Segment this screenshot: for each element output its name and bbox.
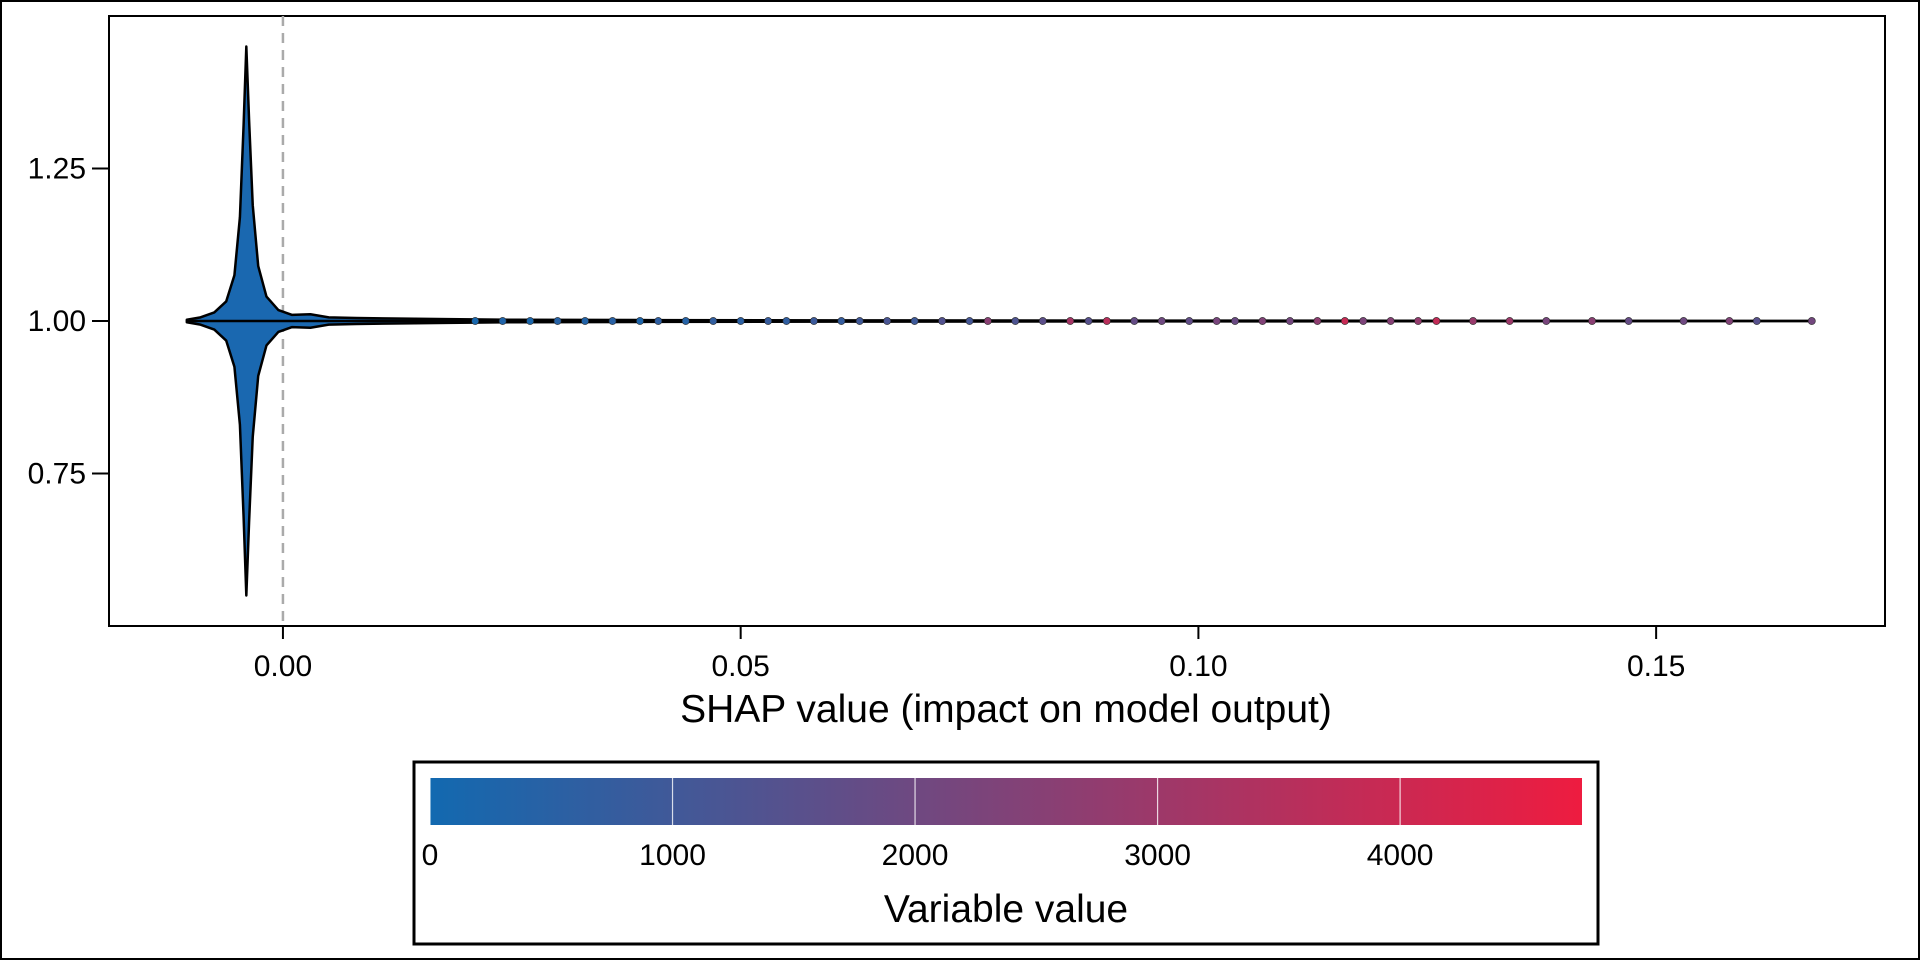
shap-point (1038, 317, 1047, 325)
shap-point (1212, 317, 1221, 325)
shap-point (1231, 317, 1239, 325)
shap-point (764, 317, 773, 325)
shap-point (1469, 317, 1477, 325)
shap-point (1157, 317, 1166, 325)
shap-point (1588, 317, 1596, 325)
shap-point (837, 317, 846, 325)
shap-point (1505, 317, 1514, 325)
shap-point (1432, 317, 1441, 325)
shap-point (581, 317, 589, 325)
y-tick-label: 0.75 (28, 458, 86, 491)
shap-point (1130, 317, 1139, 325)
shap-point (965, 317, 974, 325)
shap-point (1679, 317, 1688, 325)
shap-point (709, 317, 718, 325)
shap-point (636, 317, 644, 325)
shap-point (1542, 317, 1551, 325)
shap-point (1624, 317, 1633, 325)
shap-point (1313, 317, 1322, 325)
shap-point (1807, 317, 1816, 325)
colorbar-ticks: 0 1000 2000 3000 4000 (422, 778, 1434, 872)
shap-point (910, 317, 919, 325)
shap-point (1340, 317, 1349, 325)
x-tick-label: 0.00 (254, 650, 312, 683)
shap-point (498, 317, 507, 325)
colorbar-tick-label: 3000 (1124, 839, 1191, 872)
shap-point (983, 317, 992, 325)
y-axis: 0.75 1.00 1.25 (28, 153, 109, 491)
colorbar-gradient (430, 778, 1582, 825)
shap-point (608, 317, 617, 325)
shap-point (1258, 317, 1267, 325)
shap-point (938, 317, 946, 325)
colorbar-tick-label: 2000 (882, 839, 949, 872)
shap-point (681, 317, 690, 325)
y-tick-label: 1.00 (28, 305, 86, 338)
shap-point (1084, 317, 1093, 325)
x-tick-label: 0.15 (1627, 650, 1685, 683)
shap-point (1286, 317, 1294, 325)
shap-point (1386, 317, 1395, 325)
shap-point (1102, 317, 1111, 325)
x-tick-label: 0.10 (1169, 650, 1227, 683)
colorbar-tick-label: 4000 (1367, 839, 1434, 872)
x-axis: 0.00 0.05 0.10 0.15 (254, 626, 1685, 683)
shap-points (471, 317, 1816, 325)
y-tick-label: 1.25 (28, 153, 86, 186)
x-tick-label: 0.05 (711, 650, 769, 683)
shap-point (1066, 317, 1075, 325)
shap-point (471, 317, 480, 325)
shap-point (736, 317, 745, 325)
shap-point (1414, 317, 1423, 325)
colorbar-title: Variable value (884, 888, 1128, 931)
shap-point (654, 317, 663, 325)
shap-point (1725, 317, 1734, 325)
x-axis-title: SHAP value (impact on model output) (680, 688, 1332, 731)
shap-point (1359, 317, 1368, 325)
shap-point (1185, 317, 1194, 325)
shap-point (1752, 317, 1761, 325)
shap-point (553, 317, 562, 325)
shap-point (855, 317, 864, 325)
shap-point (526, 317, 535, 325)
shap-point (883, 317, 892, 325)
shap-point (1011, 317, 1020, 325)
shap-point (810, 317, 818, 325)
shap-point (782, 317, 791, 325)
colorbar-tick-label: 0 (422, 839, 439, 872)
colorbar-tick-label: 1000 (639, 839, 706, 872)
